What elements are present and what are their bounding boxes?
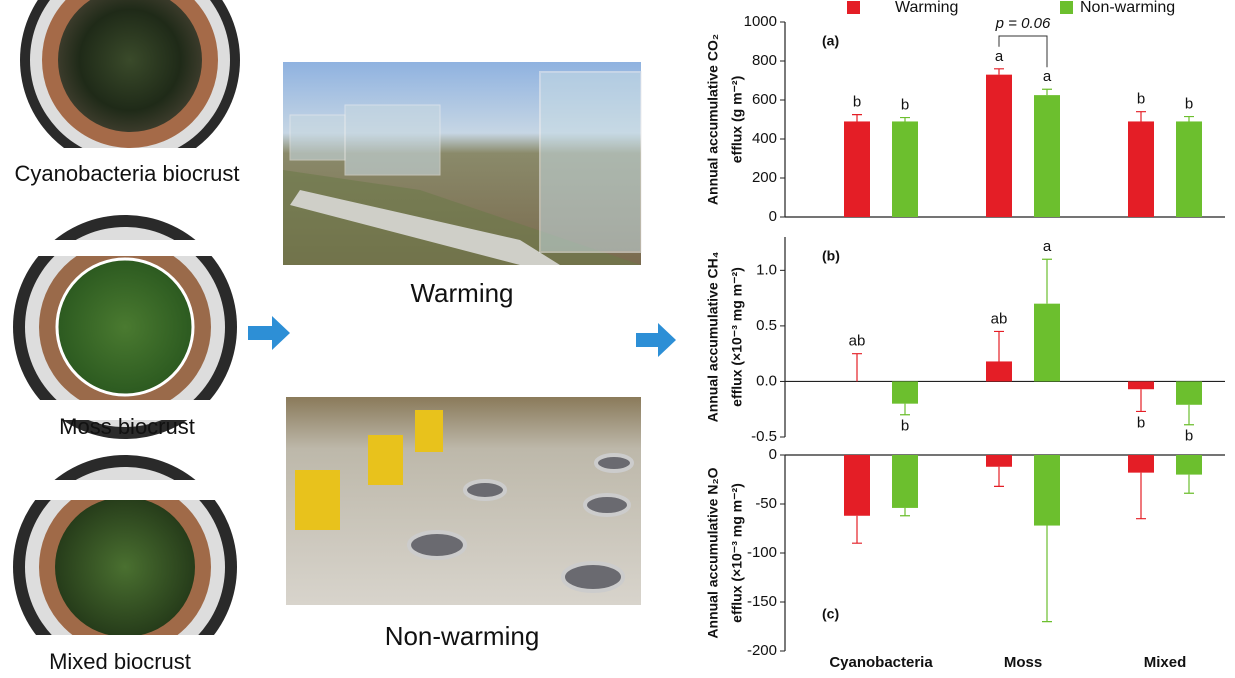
error-bar [900,404,910,415]
bar [1128,455,1154,473]
bar [1176,455,1202,475]
significance-letter: a [995,48,1004,65]
y-tick-label: 1.0 [756,261,777,278]
bar [986,455,1012,467]
legend-label: Non-warming [1080,0,1175,16]
y-axis-label: Annual accumulative N₂O [705,467,721,638]
photo-caption: Non-warming [385,621,540,651]
photo-mixed [0,455,250,673]
bar [986,75,1012,217]
y-axis-label: Annual accumulative CH₄ [705,252,721,423]
error-bar [852,115,862,122]
x-tick-label: Mixed [1144,654,1187,671]
photo-caption: Cyanobacteria biocrust [14,161,239,186]
arrow [248,316,290,350]
error-bar [1184,475,1194,494]
y-tick-label: 0 [769,208,777,225]
error-bar [1184,405,1194,425]
y-tick-label: 600 [752,91,777,108]
bar [844,455,870,516]
y-tick-label: 0 [769,446,777,463]
y-tick-label: -100 [747,544,777,561]
y-tick-label: -0.5 [751,428,777,445]
y-axis-label: Annual accumulative CO₂ [705,34,721,205]
error-bar [1042,526,1052,622]
annotation: p = 0.06 [995,15,1051,32]
bar [892,121,918,217]
significance-letter: ab [849,333,866,350]
panel-label: (b) [822,248,840,264]
error-bar [1042,89,1052,95]
error-bar [994,69,1004,75]
error-bar [900,118,910,122]
error-bar [852,354,862,382]
bracket [999,36,1047,67]
panel-label: (a) [822,33,839,49]
error-bar [900,508,910,516]
photo-warming [283,62,641,265]
y-tick-label: -50 [755,495,777,512]
significance-letter: b [1185,96,1193,113]
error-bar [994,467,1004,487]
legend-label: Warming [895,0,958,16]
y-tick-label: -150 [747,593,777,610]
legend-swatch [847,1,860,14]
significance-letter: b [853,94,861,111]
significance-letter: b [1137,91,1145,108]
bar [1128,381,1154,389]
y-axis-label: efflux (×10⁻³ mg m⁻²) [729,267,745,407]
bar [1034,304,1060,382]
bar [1034,95,1060,217]
bar [892,455,918,508]
photo-moss [0,215,250,439]
significance-letter: a [1043,68,1052,85]
y-tick-label: 200 [752,169,777,186]
bar [892,381,918,403]
bar [1176,381,1202,404]
significance-letter: b [1185,428,1193,445]
bar [1176,121,1202,217]
error-bar [1136,389,1146,411]
bar [986,361,1012,381]
bar [1034,455,1060,526]
y-tick-label: 800 [752,52,777,69]
error-bar [852,516,862,543]
x-tick-label: Cyanobacteria [829,654,933,671]
error-bar [1136,473,1146,519]
photo-caption: Moss biocrust [59,414,195,439]
y-axis-label: efflux (g m⁻²) [729,76,745,164]
significance-letter: ab [991,310,1008,327]
significance-letter: b [901,418,909,435]
bar [1128,121,1154,217]
significance-letter: a [1043,238,1052,255]
y-tick-label: 0.0 [756,372,777,389]
photo-cyanobacteria [20,0,240,170]
photo-caption: Mixed biocrust [49,649,191,673]
x-tick-label: Moss [1004,654,1042,671]
photo-non-warming [286,397,641,605]
significance-letter: b [901,97,909,114]
significance-letter: b [1137,414,1145,431]
y-tick-label: 400 [752,130,777,147]
y-tick-label: 0.5 [756,317,777,334]
legend-swatch [1060,1,1073,14]
y-axis-label: efflux (×10⁻³ mg m⁻²) [729,483,745,623]
arrow [636,323,676,357]
bar [844,121,870,217]
photo-caption: Warming [410,278,513,308]
error-bar [1184,117,1194,122]
y-tick-label: 1000 [744,13,777,30]
error-bar [1042,259,1052,303]
figure: Cyanobacteria biocrust Moss biocrust Mix… [0,0,1235,673]
y-tick-label: -200 [747,642,777,659]
error-bar [1136,112,1146,122]
error-bar [994,331,1004,361]
panel-label: (c) [822,606,839,622]
